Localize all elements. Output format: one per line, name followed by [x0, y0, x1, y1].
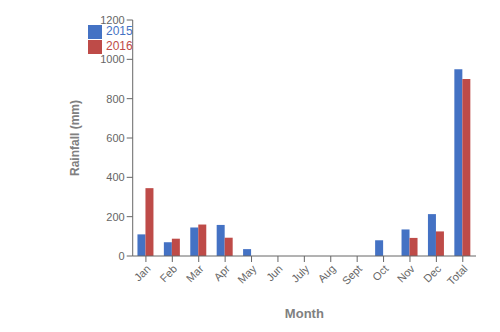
svg-text:Total: Total — [445, 262, 470, 287]
svg-text:800: 800 — [106, 93, 124, 105]
svg-text:0: 0 — [119, 250, 125, 262]
svg-text:1200: 1200 — [100, 14, 124, 26]
svg-text:Oct: Oct — [370, 262, 391, 283]
svg-text:Jan: Jan — [132, 262, 153, 283]
svg-text:Aug: Aug — [315, 262, 337, 284]
html-text:2015: 2015 — [106, 24, 133, 38]
svg-text:600: 600 — [106, 132, 124, 144]
svg-text:Mar: Mar — [184, 262, 206, 284]
svg-text:July: July — [289, 262, 312, 285]
svg-text:Sept: Sept — [340, 262, 364, 286]
html-text:2016: 2016 — [106, 38, 133, 53]
svg-text:1000: 1000 — [100, 53, 124, 65]
svg-text:Apr: Apr — [211, 262, 232, 283]
svg-text:400: 400 — [106, 171, 124, 183]
svg-text:Rainfall (mm): Rainfall (mm) — [68, 100, 82, 176]
svg-text:Nov: Nov — [395, 262, 418, 285]
svg-text:Jun: Jun — [264, 262, 285, 283]
svg-text:200: 200 — [106, 211, 124, 223]
svg-text:Feb: Feb — [157, 262, 179, 284]
svg-text:Dec: Dec — [421, 262, 444, 285]
svg-text:May: May — [235, 262, 259, 286]
svg-text:Month: Month — [285, 306, 324, 321]
